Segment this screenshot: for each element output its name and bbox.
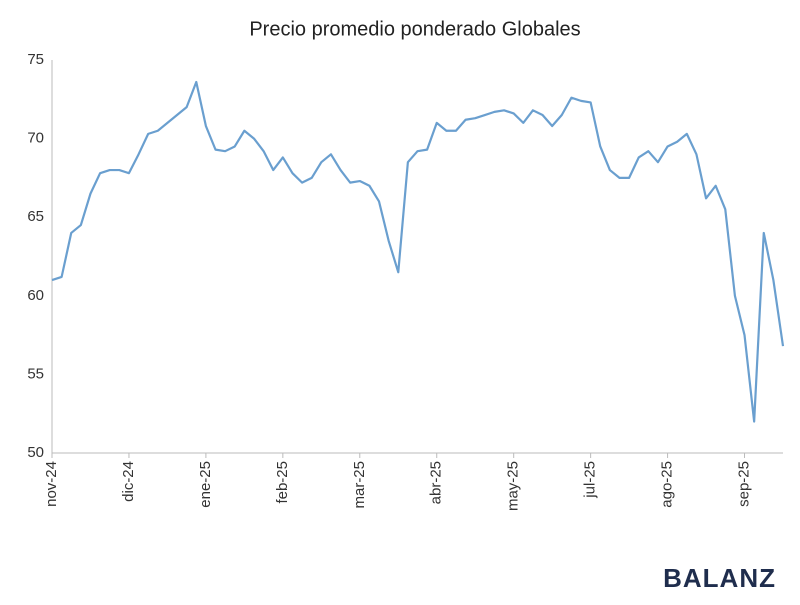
x-tick-label: ene-25 <box>197 461 214 508</box>
x-tick-label: ago-25 <box>659 461 676 508</box>
y-tick-label: 65 <box>27 208 44 225</box>
x-tick-label: feb-25 <box>274 461 291 504</box>
x-tick-label: dic-24 <box>120 461 137 502</box>
x-tick-label: jul-25 <box>582 461 599 499</box>
x-tick-label: mar-25 <box>351 461 368 509</box>
x-tick-label: abr-25 <box>428 461 445 504</box>
brand-logo: BALANZ <box>663 563 776 593</box>
x-tick-label: nov-24 <box>43 461 60 507</box>
chart-title: Precio promedio ponderado Globales <box>249 18 580 40</box>
data-line <box>51 80 785 423</box>
y-tick-label: 55 <box>27 365 44 382</box>
y-tick-label: 60 <box>27 287 44 304</box>
x-tick-label: sep-25 <box>735 461 752 507</box>
y-tick-label: 70 <box>27 130 44 147</box>
x-tick-label: may-25 <box>505 461 522 511</box>
y-tick-label: 75 <box>27 51 44 68</box>
y-tick-label: 50 <box>27 444 44 461</box>
